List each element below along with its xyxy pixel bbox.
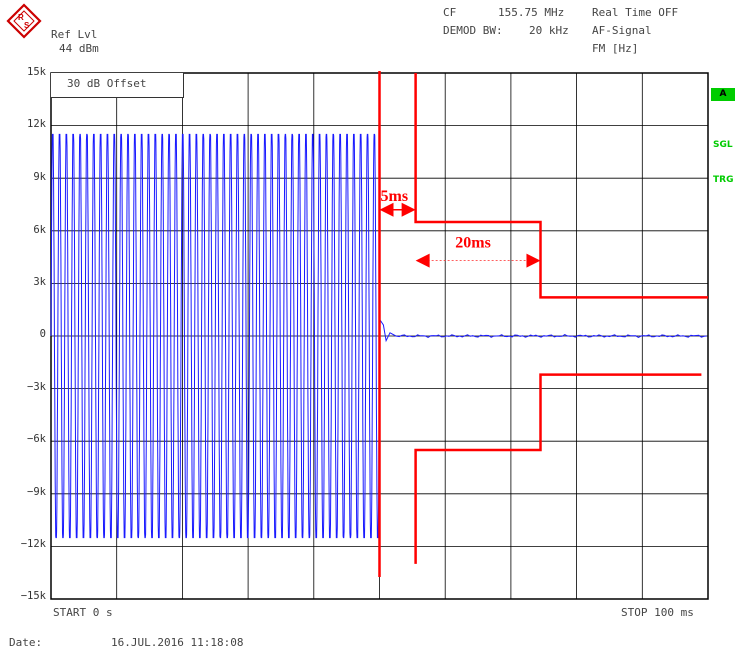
annotation-arrow-right xyxy=(526,253,541,268)
cf-value: 155.75 MHz xyxy=(498,6,565,19)
trace-a-badge: A xyxy=(711,88,735,101)
y-tick-label: −15k xyxy=(20,590,46,602)
annotation-arrow-left xyxy=(379,202,394,217)
fm-trace xyxy=(50,133,707,539)
upper-mask-line xyxy=(414,73,708,299)
stop-time-label: STOP 100 ms xyxy=(621,606,694,619)
realtime-status: Real Time OFF xyxy=(592,6,679,19)
date-value: 16.JUL.2016 11:18:08 xyxy=(111,636,244,649)
y-tick-label: −12k xyxy=(20,538,46,550)
y-tick-label: 9k xyxy=(33,171,46,183)
y-tick-label: 12k xyxy=(27,118,46,130)
annotation-label: 20ms xyxy=(455,235,491,252)
y-tick-label: 15k xyxy=(27,66,46,78)
sgl-indicator: SGL xyxy=(713,140,733,150)
annotation-label: 5ms xyxy=(381,188,409,205)
y-tick-label: 3k xyxy=(33,276,46,288)
annotation-arrow-left xyxy=(415,253,430,268)
y-tick-label: −6k xyxy=(27,433,46,445)
lower-mask-line xyxy=(414,373,702,564)
demod-bw-label: DEMOD BW: xyxy=(443,24,503,37)
svg-text:S: S xyxy=(24,21,30,30)
trg-indicator: TRG xyxy=(713,175,734,185)
y-tick-label: 0 xyxy=(39,328,46,340)
ref-level-label: Ref Lvl xyxy=(51,28,98,41)
demod-bw-value: 20 kHz xyxy=(529,24,569,37)
fm-unit-label: FM [Hz] xyxy=(592,42,639,55)
rohde-schwarz-logo: R S xyxy=(6,3,42,39)
af-signal-label: AF-Signal xyxy=(592,24,652,37)
start-time-label: START 0 s xyxy=(53,606,113,619)
ref-level-value: 44 dBm xyxy=(59,42,99,55)
y-tick-label: 6k xyxy=(33,224,46,236)
svg-text:R: R xyxy=(18,13,24,22)
cf-label: CF xyxy=(443,6,457,19)
offset-label: 30 dB Offset xyxy=(67,77,147,90)
y-tick-label: −9k xyxy=(27,486,46,498)
offset-label-box: 30 dB Offset xyxy=(51,73,184,98)
y-tick-label: −3k xyxy=(27,381,46,393)
date-label: Date: xyxy=(9,636,43,649)
annotation-arrow-right xyxy=(401,202,416,217)
